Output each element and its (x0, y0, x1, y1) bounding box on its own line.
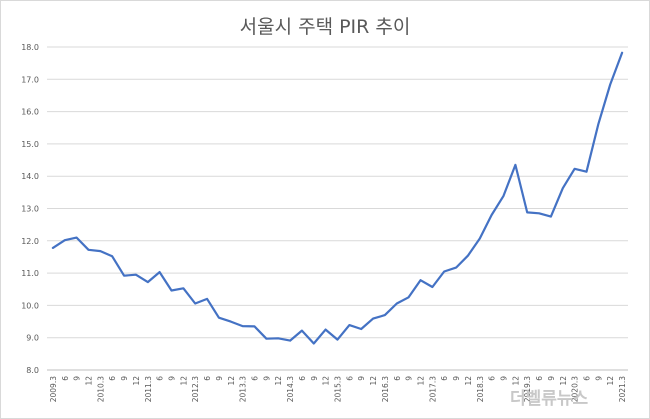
series-layer (51, 51, 624, 345)
x-tick-label: 12 (511, 376, 520, 386)
x-tick-label: 9 (168, 376, 177, 381)
x-tick-label: 9 (405, 376, 414, 381)
watermark-logo: 더벨류뉴스 (510, 389, 589, 409)
x-tick-label: 9 (262, 376, 271, 381)
x-tick-label: 9 (215, 376, 224, 381)
x-tick-label: 2012.3 (191, 376, 200, 402)
x-tick-label: 6 (108, 376, 117, 381)
x-tick-label: 9 (73, 376, 82, 381)
x-tick-label: 2018.3 (476, 376, 485, 402)
y-tick-label: 13.0 (21, 205, 39, 214)
x-tick-label: 9 (357, 376, 366, 381)
x-tick-label: 6 (488, 376, 497, 381)
x-tick-label: 12 (322, 376, 331, 386)
x-tick-label: 6 (393, 376, 402, 381)
x-tick-label: 9 (500, 376, 509, 381)
x-tick-label: 2016.3 (381, 376, 390, 402)
x-tick-label: 6 (203, 376, 212, 381)
x-tick-label: 6 (440, 376, 449, 381)
y-tick-label: 14.0 (21, 172, 39, 181)
x-tick-label: 2019.3 (523, 376, 532, 402)
y-tick-label: 8.0 (26, 366, 39, 375)
x-tick-label: 12 (606, 376, 615, 386)
y-tick-label: 9.0 (26, 334, 39, 343)
x-tick-label: 12 (369, 376, 378, 386)
y-tick-label: 12.0 (21, 237, 39, 246)
x-tick-label: 6 (345, 376, 354, 381)
x-tick-label: 9 (310, 376, 319, 381)
x-tick-label: 2021.3 (618, 376, 627, 402)
y-tick-label: 10.0 (21, 301, 39, 310)
x-tick-label: 12 (132, 376, 141, 386)
x-tick-label: 12 (274, 376, 283, 386)
x-tick-label: 12 (417, 376, 426, 386)
x-tick-label: 6 (583, 376, 592, 381)
y-axis-ticks: 18.0 17.0 16.0 15.0 14.0 13.0 12.0 11.0 10.0 9.0 8… (21, 43, 39, 375)
y-tick-label: 11.0 (21, 269, 39, 278)
x-tick-label: 2015.3 (334, 376, 343, 402)
x-tick-label: 9 (120, 376, 129, 381)
series-line (51, 51, 624, 345)
x-tick-label: 6 (61, 376, 70, 381)
y-tick-label: 16.0 (21, 108, 39, 117)
y-tick-label: 15.0 (21, 140, 39, 149)
y-tick-label: 18.0 (21, 43, 39, 52)
x-axis-ticks: 2009.3 6 9 12 2010.3 6 9 12 2011.3 6 9 12 2012.3 6 9 12… (49, 376, 627, 402)
x-tick-label: 6 (156, 376, 165, 381)
x-tick-label: 9 (547, 376, 556, 381)
x-tick-label: 2011.3 (144, 376, 153, 402)
x-tick-label: 2009.3 (49, 376, 58, 402)
x-tick-label: 12 (464, 376, 473, 386)
x-tick-label: 12 (85, 376, 94, 386)
x-tick-label: 2014.3 (286, 376, 295, 402)
x-tick-label: 2017.3 (428, 376, 437, 402)
x-tick-label: 12 (227, 376, 236, 386)
x-tick-label: 2020.3 (571, 376, 580, 402)
x-tick-label: 12 (559, 376, 568, 386)
x-tick-label: 12 (179, 376, 188, 386)
y-tick-label: 17.0 (21, 75, 39, 84)
chart-title: 서울시 주택 PIR 추이 (239, 16, 411, 38)
x-tick-label: 6 (298, 376, 307, 381)
gridlines (47, 46, 628, 371)
x-tick-label: 6 (251, 376, 260, 381)
x-tick-label: 6 (535, 376, 544, 381)
x-tick-label: 2013.3 (239, 376, 248, 402)
x-tick-label: 9 (452, 376, 461, 381)
x-tick-label: 9 (594, 376, 603, 381)
x-tick-label: 2010.3 (96, 376, 105, 402)
